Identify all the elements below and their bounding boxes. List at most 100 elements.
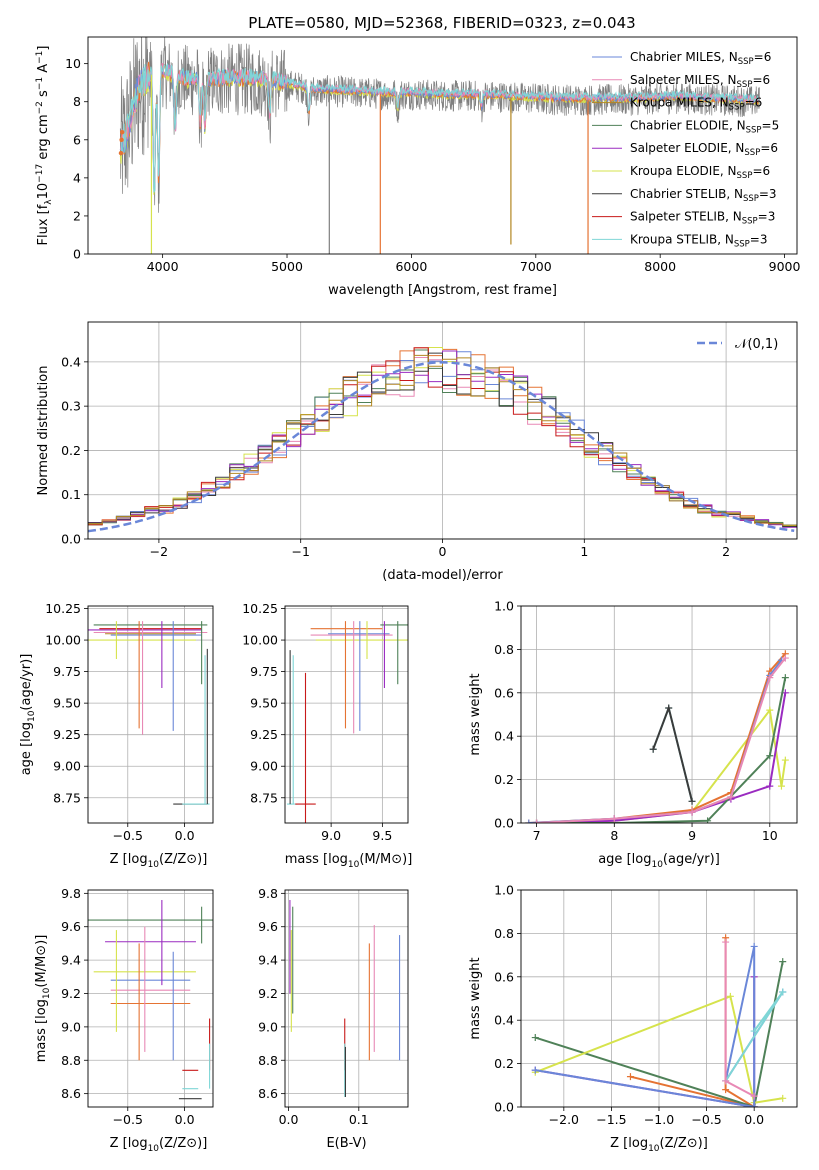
- y-tick-label: 9.0: [258, 1019, 278, 1034]
- x-tick-label: 8: [610, 828, 618, 843]
- y-tick-label: 9.4: [258, 953, 278, 968]
- x-tick-label: −1: [291, 544, 309, 559]
- legend-text: Salpeter ELODIE, N: [630, 141, 744, 155]
- weight-point: [704, 817, 712, 823]
- panels: 4000 5000 6000 7000 8000 90000246810wavelengt…: [19, 36, 801, 1154]
- weight-point: [688, 808, 696, 816]
- spectrum-model-point: [118, 150, 124, 156]
- y-tick-label: 9.2: [61, 986, 81, 1001]
- weight-point: [665, 704, 673, 712]
- y-tick-label: 9.25: [53, 727, 81, 742]
- weight-line: [534, 961, 784, 1107]
- y-tick-label: 8.8: [258, 1053, 278, 1068]
- weight-point: [779, 988, 787, 996]
- y-tick-label: 0.2: [61, 443, 81, 458]
- y-tick-label: 9.00: [53, 759, 81, 774]
- y-tick-label: 8.6: [61, 1086, 81, 1101]
- panel-age-vs-Z: −0.5 0.0 8.75 9.00 9.25 9.50 9.75 10.00 10.25 Z […: [19, 601, 214, 870]
- plot-area: [285, 606, 408, 823]
- label-part: −17: [35, 164, 45, 183]
- y-tick-label: 6: [73, 132, 81, 147]
- x-tick-label: −1.0: [644, 1112, 674, 1127]
- weight-point: [781, 674, 789, 682]
- legend-label: Chabrier ELODIE, NSSP=5: [630, 118, 779, 135]
- y-tick-label: 4: [73, 170, 81, 185]
- x-tick-label: 1: [580, 544, 588, 559]
- x-tick-label: 6000: [395, 259, 427, 274]
- label-part: (Z/Z⊙)]: [660, 1136, 708, 1151]
- axes-frame: [284, 605, 409, 824]
- label-subscript: 10: [648, 1144, 660, 1154]
- legend-label: Chabrier STELIB, NSSP=3: [630, 187, 777, 204]
- y-tick-label: 9.25: [250, 727, 278, 742]
- weight-point: [722, 1077, 730, 1085]
- axes-frame: [520, 889, 798, 1108]
- label-part: mass [log: [34, 999, 49, 1062]
- label-subscript: 10: [651, 860, 663, 870]
- y-axis-label: mass weight: [468, 673, 483, 755]
- weight-point: [750, 1103, 758, 1107]
- x-axis-label: Z [log10(Z/Z⊙)]: [610, 1136, 708, 1154]
- y-tick-label: 9.50: [53, 696, 81, 711]
- y-tick-label: 1.0: [494, 599, 514, 614]
- y-tick-label: 0.8: [494, 926, 514, 941]
- legend-text: =6: [752, 164, 770, 178]
- y-tick-label: 0.0: [494, 816, 514, 831]
- label-part: (age/yr)]: [663, 852, 720, 867]
- spectrum-model-point: [119, 137, 124, 142]
- legend-text: Salpeter MILES, N: [630, 73, 737, 87]
- y-tick-label: 8.75: [53, 790, 81, 805]
- x-tick-label: −0.5: [691, 1112, 721, 1127]
- x-axis-label: wavelength [Angstrom, rest frame]: [328, 283, 557, 298]
- x-tick-label: 9.0: [321, 828, 341, 843]
- weight-point: [750, 1092, 758, 1100]
- y-tick-label: 0.1: [61, 487, 81, 502]
- y-tick-label: 8.6: [258, 1086, 278, 1101]
- label-part: (M/M⊙)]: [34, 935, 49, 988]
- normal-curve: [88, 361, 795, 533]
- x-tick-label: 0.0: [175, 828, 195, 843]
- label-part: (Z/Z⊙)]: [159, 1136, 207, 1151]
- weight-line: [536, 657, 787, 823]
- y-tick-label: 9.50: [250, 696, 278, 711]
- panel-age-vs-mass: 9.0 9.5 8.75 9.00 9.25 9.50 9.75 10.00 10.25 mass…: [242, 601, 412, 870]
- weight-point: [531, 1034, 539, 1042]
- x-tick-label: 4000: [147, 259, 179, 274]
- y-tick-label: 9.6: [258, 919, 278, 934]
- weight-point: [781, 756, 789, 764]
- weight-point: [750, 942, 758, 950]
- legend-text: Kroupa STELIB, N: [630, 232, 734, 246]
- legend-text: =3: [758, 210, 776, 224]
- label-part: age [log: [19, 722, 34, 775]
- x-tick-label: 9: [688, 828, 696, 843]
- legend-text: =5: [762, 118, 780, 132]
- y-tick-label: 8.75: [250, 790, 278, 805]
- y-tick-label: 0.0: [61, 532, 81, 547]
- axes-frame: [87, 605, 214, 824]
- panel-massweight-vs-age: 7 8 9 10 0.0 0.2 0.4 0.6 0.8 1.0 mass weight age [l…: [468, 599, 798, 870]
- label-part: erg cm: [36, 114, 51, 163]
- y-axis-label: Normed distribution: [36, 366, 51, 496]
- weight-point: [750, 1027, 758, 1035]
- legend-text: Kroupa ELODIE, N: [630, 164, 737, 178]
- x-tick-label: 7: [533, 828, 541, 843]
- plot-area: [88, 890, 213, 1107]
- x-axis-label: Z [log10(Z/Z⊙)]: [110, 852, 208, 870]
- x-tick-label: −2.0: [549, 1112, 579, 1127]
- legend-label: Kroupa MILES, NSSP=6: [630, 96, 762, 113]
- weight-point: [533, 819, 541, 823]
- y-tick-label: 8: [73, 94, 81, 109]
- weight-point: [777, 782, 785, 790]
- x-axis-label: age [log10(age/yr)]: [598, 852, 720, 870]
- plot-area: [88, 606, 213, 823]
- y-tick-label: 9.75: [250, 664, 278, 679]
- legend-subscript: SSP: [734, 239, 750, 249]
- legend-text: =6: [760, 141, 778, 155]
- legend-subscript: SSP: [738, 57, 754, 67]
- weight-line: [535, 976, 756, 1107]
- y-tick-label: 9.6: [61, 919, 81, 934]
- figure-title: PLATE=0580, MJD=52368, FIBERID=0323, z=0…: [248, 14, 635, 32]
- label-part: Z [log: [110, 852, 148, 867]
- weight-point: [779, 1094, 787, 1102]
- plot-area: [118, 37, 760, 254]
